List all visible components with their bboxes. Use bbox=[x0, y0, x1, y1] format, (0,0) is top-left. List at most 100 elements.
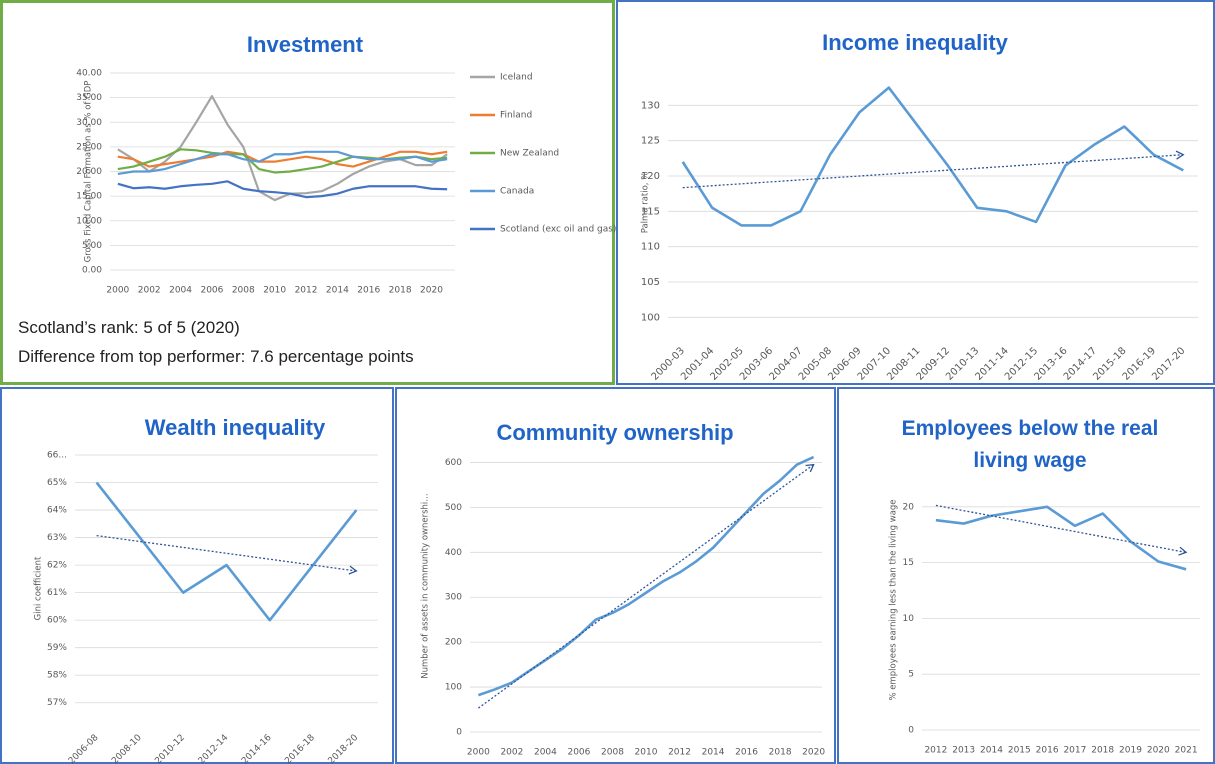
y-tick-label: 60% bbox=[47, 616, 67, 626]
data-line bbox=[477, 455, 815, 697]
data-line bbox=[681, 86, 1184, 227]
x-tick-label: 2020 bbox=[802, 748, 825, 758]
y-tick-label: 0 bbox=[908, 726, 914, 736]
y-tick-label: 40.00 bbox=[76, 69, 102, 79]
x-tick-label: 2010-12 bbox=[153, 733, 187, 764]
y-tick-label: 63% bbox=[47, 533, 67, 543]
x-tick-label: 2008 bbox=[601, 748, 624, 758]
data-line bbox=[117, 180, 448, 199]
y-tick-label: 5 bbox=[908, 670, 914, 680]
y-tick-label: 400 bbox=[445, 548, 462, 558]
y-tick-label: 120 bbox=[641, 171, 660, 182]
note: Scotland’s rank: 5 of 5 (2020) bbox=[18, 318, 240, 337]
y-tick-label: 5.00 bbox=[82, 241, 102, 251]
panel-border bbox=[395, 387, 836, 764]
data-line bbox=[117, 150, 448, 168]
y-tick-label: 10 bbox=[903, 614, 915, 624]
y-tick-label: 62% bbox=[47, 561, 67, 571]
x-tick-label: 2014 bbox=[980, 746, 1003, 756]
chart-title: Income inequality bbox=[822, 30, 1008, 55]
x-tick-label: 2010 bbox=[263, 286, 286, 296]
x-tick-label: 2018 bbox=[769, 748, 792, 758]
y-tick-label: 15.00 bbox=[76, 192, 102, 202]
x-tick-label: 2014 bbox=[326, 286, 349, 296]
x-tick-label: 2002 bbox=[138, 286, 161, 296]
x-tick-label: 2016 bbox=[1036, 746, 1059, 756]
y-tick-label: 110 bbox=[641, 242, 660, 253]
panel-border bbox=[0, 387, 394, 764]
x-tick-label: 2015 bbox=[1008, 746, 1031, 756]
x-tick-label: 2004 bbox=[534, 748, 557, 758]
panel-border bbox=[0, 0, 615, 385]
y-tick-label: 20 bbox=[903, 502, 915, 512]
y-tick-label: 0 bbox=[456, 728, 462, 738]
data-line bbox=[95, 481, 358, 622]
x-tick-label: 2012-14 bbox=[197, 733, 231, 764]
chart-title: Community ownership bbox=[496, 420, 734, 445]
chart-title: Investment bbox=[246, 32, 364, 57]
y-tick-label: 300 bbox=[445, 593, 462, 603]
y-tick-label: 65% bbox=[47, 478, 67, 488]
y-tick-label: 200 bbox=[445, 638, 462, 648]
legend-label: Scotland (exc oil and gas) bbox=[500, 225, 616, 235]
x-tick-label: 2012 bbox=[668, 748, 691, 758]
y-tick-label: 20.00 bbox=[76, 167, 102, 177]
y-axis-label: Gross Fixed Capital Formation as % of GD… bbox=[84, 81, 94, 263]
x-tick-label: 2012 bbox=[924, 746, 947, 756]
data-line bbox=[117, 150, 448, 176]
x-tick-label: 2012 bbox=[295, 286, 318, 296]
legend-label: Finland bbox=[500, 111, 532, 121]
x-tick-label: 2013 bbox=[952, 746, 975, 756]
x-tick-label: 2020 bbox=[1147, 746, 1170, 756]
y-tick-label: 25.00 bbox=[76, 142, 102, 152]
y-tick-label: 58% bbox=[47, 671, 67, 681]
y-tick-label: 105 bbox=[641, 277, 660, 288]
x-tick-label: 2006 bbox=[567, 748, 590, 758]
y-tick-label: 130 bbox=[641, 100, 660, 111]
x-tick-label: 2006 bbox=[200, 286, 223, 296]
x-tick-label: 2018-20 bbox=[327, 733, 361, 764]
trendline bbox=[935, 504, 1188, 556]
legend-label: Iceland bbox=[500, 73, 533, 83]
data-line bbox=[935, 505, 1187, 571]
y-tick-label: 125 bbox=[641, 136, 660, 147]
y-tick-label: 115 bbox=[641, 206, 660, 217]
y-tick-label: 30.00 bbox=[76, 118, 102, 128]
y-tick-label: 100 bbox=[641, 312, 660, 323]
x-tick-label: 2008 bbox=[232, 286, 255, 296]
y-axis-label: % employees earning less than the living… bbox=[889, 499, 899, 700]
panel-border bbox=[837, 387, 1215, 764]
x-tick-label: 2004 bbox=[169, 286, 192, 296]
y-tick-label: 57% bbox=[47, 698, 67, 708]
note: Difference from top performer: 7.6 perce… bbox=[18, 347, 414, 366]
x-tick-label: 2018 bbox=[389, 286, 412, 296]
y-tick-label: 0.00 bbox=[82, 266, 102, 276]
data-line bbox=[117, 95, 448, 202]
x-tick-label: 2016 bbox=[735, 748, 758, 758]
legend-label: Canada bbox=[500, 187, 534, 197]
x-tick-label: 2020 bbox=[420, 286, 443, 296]
y-tick-label: 500 bbox=[445, 503, 462, 513]
trendline bbox=[477, 463, 815, 709]
legend-label: New Zealand bbox=[500, 149, 559, 159]
x-tick-label: 2006-08 bbox=[67, 733, 101, 764]
y-tick-label: 600 bbox=[445, 458, 462, 468]
y-tick-label: 61% bbox=[47, 588, 67, 598]
panel-border bbox=[616, 0, 1215, 385]
x-tick-label: 2016-18 bbox=[283, 733, 317, 764]
x-tick-label: 2010 bbox=[635, 748, 658, 758]
y-tick-label: 35.00 bbox=[76, 93, 102, 103]
x-tick-label: 2000 bbox=[467, 748, 490, 758]
y-tick-label: 100 bbox=[445, 683, 462, 693]
y-tick-label: 66... bbox=[47, 451, 67, 461]
y-tick-label: 59% bbox=[47, 643, 67, 653]
x-tick-label: 2000 bbox=[106, 286, 129, 296]
x-tick-label: 2008-10 bbox=[110, 733, 144, 764]
x-tick-label: 2014 bbox=[702, 748, 725, 758]
chart-title: Wealth inequality bbox=[144, 415, 326, 440]
x-tick-label: 2002 bbox=[500, 748, 523, 758]
x-tick-label: 2017 bbox=[1063, 746, 1086, 756]
chart-title: Employees below the real living wage bbox=[901, 417, 1159, 472]
y-tick-label: 15 bbox=[903, 558, 914, 568]
